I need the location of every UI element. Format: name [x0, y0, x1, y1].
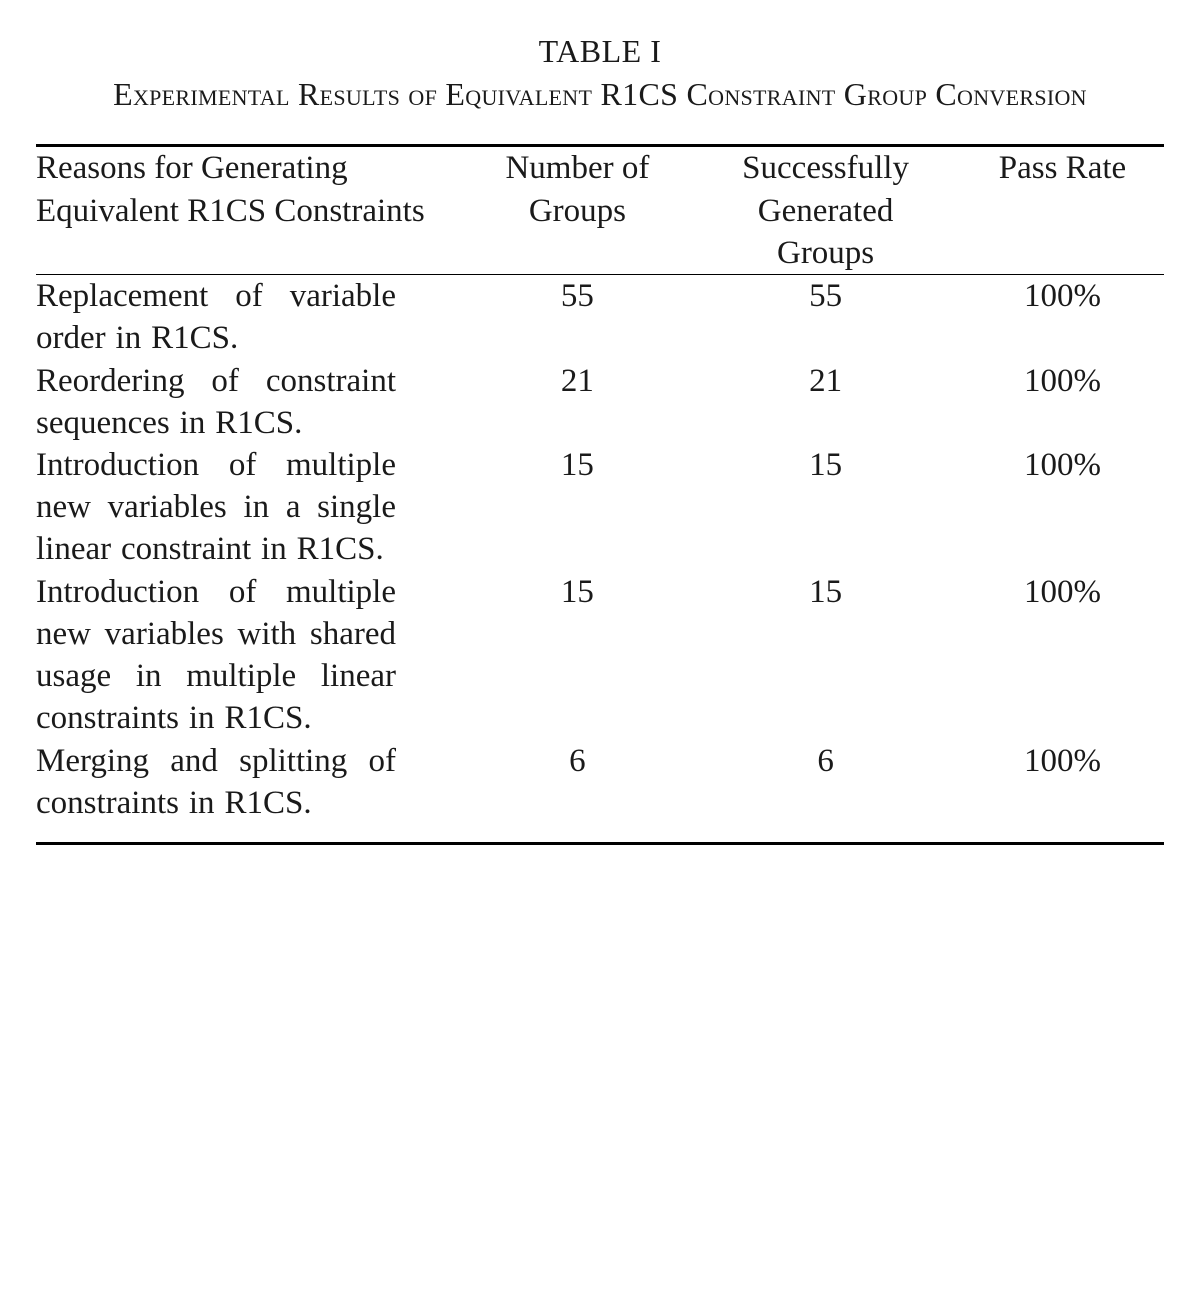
cell-success-groups: 15 — [690, 444, 961, 571]
cell-text: Replacement of vari­able order in R1CS. — [36, 275, 396, 359]
cell-text: Reordering of con­straint sequences in R… — [36, 360, 396, 444]
cell-success-groups: 55 — [690, 275, 961, 360]
table-row: Introduction of multi­ple new variables … — [36, 444, 1164, 571]
col-header-pass-rate: Pass Rate — [961, 146, 1164, 275]
table-row: Merging and split­ting of constraints in… — [36, 740, 1164, 844]
cell-text: Introduction of multi­ple new variables … — [36, 444, 396, 571]
cell-success-groups: 6 — [690, 740, 961, 844]
col-header-label: Pass Rate — [999, 147, 1126, 189]
table-title: Experimental Results of Equivalent R1CS … — [36, 73, 1164, 116]
cell-pass-rate: 100% — [961, 444, 1164, 571]
cell-reason: Replacement of vari­able order in R1CS. — [36, 275, 465, 360]
cell-reason: Merging and split­ting of constraints in… — [36, 740, 465, 844]
cell-reason: Introduction of multi­ple new variables … — [36, 444, 465, 571]
table-row: Reordering of con­straint sequences in R… — [36, 360, 1164, 444]
cell-num-groups: 21 — [465, 360, 691, 444]
cell-text: Merging and split­ting of constraints in… — [36, 740, 396, 824]
col-header-label: Number of Groups — [487, 147, 667, 231]
col-header-num-groups: Number of Groups — [465, 146, 691, 275]
cell-num-groups: 6 — [465, 740, 691, 844]
cell-pass-rate: 100% — [961, 740, 1164, 844]
cell-success-groups: 15 — [690, 571, 961, 740]
table-row: Introduction of mul­tiple new variables … — [36, 571, 1164, 740]
cell-pass-rate: 100% — [961, 571, 1164, 740]
cell-reason: Reordering of con­straint sequences in R… — [36, 360, 465, 444]
table-row: Replacement of vari­able order in R1CS. … — [36, 275, 1164, 360]
cell-pass-rate: 100% — [961, 275, 1164, 360]
cell-success-groups: 21 — [690, 360, 961, 444]
cell-reason: Introduction of mul­tiple new variables … — [36, 571, 465, 740]
col-header-reason: Reasons for Generating Equivalent R1CS C… — [36, 146, 465, 275]
table-header: Reasons for Generating Equivalent R1CS C… — [36, 146, 1164, 275]
col-header-success-groups: Successfully Generated Groups — [690, 146, 961, 275]
cell-num-groups: 55 — [465, 275, 691, 360]
table-body: Replacement of vari­able order in R1CS. … — [36, 275, 1164, 844]
col-header-label: Reasons for Generating Equivalent R1CS C… — [36, 147, 465, 231]
cell-num-groups: 15 — [465, 444, 691, 571]
cell-text: Introduction of mul­tiple new variables … — [36, 571, 396, 740]
col-header-label: Successfully Generated Groups — [716, 147, 936, 274]
results-table: Reasons for Generating Equivalent R1CS C… — [36, 144, 1164, 845]
table-caption: TABLE I Experimental Results of Equivale… — [36, 30, 1164, 116]
cell-pass-rate: 100% — [961, 360, 1164, 444]
table-number: TABLE I — [36, 30, 1164, 73]
cell-num-groups: 15 — [465, 571, 691, 740]
